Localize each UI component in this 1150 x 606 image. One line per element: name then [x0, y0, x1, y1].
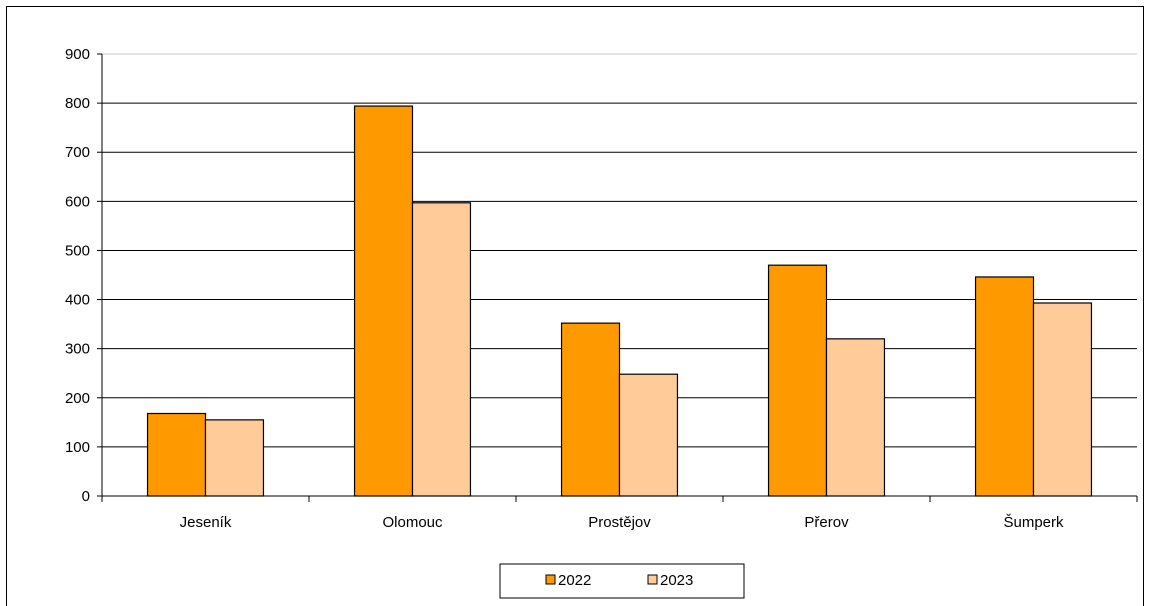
y-tick-label: 400 [65, 292, 90, 309]
x-category-label: Olomouc [382, 514, 443, 531]
legend-label-2022: 2022 [558, 572, 591, 589]
y-tick-label: 300 [65, 341, 90, 358]
bar-2022-1 [146, 412, 207, 497]
bar-2023-3 [618, 373, 679, 497]
legend-swatch-2023 [647, 574, 658, 585]
y-tick-label: 600 [65, 193, 90, 210]
bar-2023-5 [1032, 302, 1093, 497]
y-tick-label: 200 [65, 390, 90, 407]
bar-2022-3 [560, 322, 621, 497]
bar-2022-4 [767, 264, 828, 497]
x-category-label: Prostějov [588, 514, 651, 531]
bar-2023-2 [411, 202, 472, 497]
x-category-label: Šumperk [1003, 514, 1064, 531]
legend-label-2023: 2023 [660, 572, 693, 589]
y-tick-label: 100 [65, 439, 90, 456]
y-tick-label: 900 [65, 46, 90, 63]
x-category-label: Přerov [804, 514, 849, 531]
x-category-label: Jeseník [180, 514, 232, 531]
y-tick-label: 500 [65, 242, 90, 259]
y-tick-label: 700 [65, 144, 90, 161]
bar-2022-2 [353, 105, 414, 497]
bar-2023-1 [204, 419, 265, 497]
legend-box [499, 563, 745, 599]
legend-swatch-2022 [545, 574, 556, 585]
bar-2023-4 [825, 338, 886, 497]
chart-frame [6, 6, 1144, 606]
bar-2022-5 [974, 276, 1035, 497]
y-tick-label: 0 [82, 488, 90, 505]
y-tick-label: 800 [65, 95, 90, 112]
